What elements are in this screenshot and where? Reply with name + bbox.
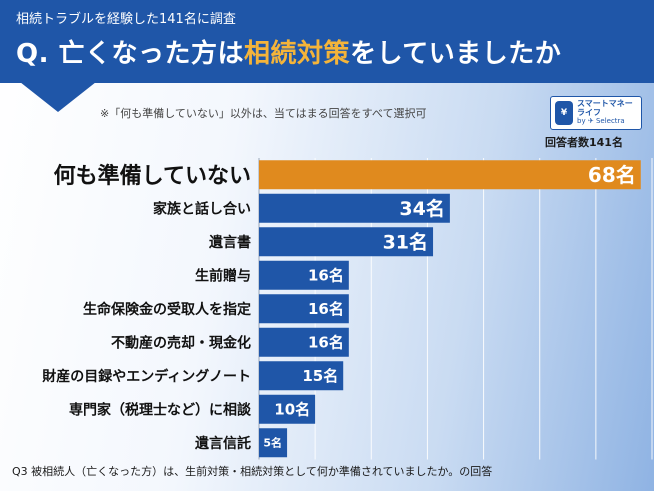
category-label: 遺言書 [209,234,251,251]
category-label: 財産の目録やエンディングノート [41,368,251,385]
category-label: 生前贈与 [195,267,251,284]
title-highlight: 相続対策 [244,39,351,69]
category-label: 家族と話し合い [153,200,251,217]
logo-byline: by ✈ Selectra [577,116,625,125]
bar [259,361,344,391]
category-label: 遺言信託 [195,435,251,452]
value-label: 34名 [399,197,444,220]
page-title: Q. 亡くなった方は相続対策をしていましたか [16,33,561,70]
bar [259,193,450,223]
value-label: 16名 [308,267,344,285]
header-pointer [20,82,96,112]
bar [259,394,316,424]
bar [259,227,434,257]
value-label: 5名 [263,436,282,450]
piggy-bank-icon: ¥ [555,101,574,125]
logo-name: スマートマネーライフ [577,99,633,118]
header-banner [0,0,654,83]
value-label: 15名 [302,367,338,385]
value-label: 16名 [308,300,344,318]
category-label: 何も準備していない [54,163,251,189]
value-label: 16名 [308,334,344,352]
brand-logo: ¥ スマートマネーライフ by ✈ Selectra [550,96,642,130]
bar [259,260,349,290]
category-label: 不動産の売却・現金化 [111,334,251,351]
value-label: 10名 [274,401,310,419]
value-label: 68名 [588,163,636,187]
title-prefix: Q. 亡くなった方は [16,39,245,69]
bar [259,294,349,324]
bar [259,327,349,357]
title-suffix: をしていましたか [350,39,562,69]
category-label: 生命保険金の受取人を指定 [83,301,251,318]
category-label: 専門家（税理士など）に相談 [69,401,252,418]
value-label: 31名 [383,231,428,254]
bar [259,428,288,458]
selection-note: ※「何も準備していない」以外は、当てはまる回答をすべて選択可 [100,107,427,120]
survey-subtitle: 相続トラブルを経験した141名に調査 [16,12,236,27]
question-footnote: Q3 被相続人（亡くなった方）は、生前対策・相続対策として何か準備されていました… [12,465,493,478]
bar [259,160,641,190]
respondent-count: 回答者数141名 [545,136,623,149]
